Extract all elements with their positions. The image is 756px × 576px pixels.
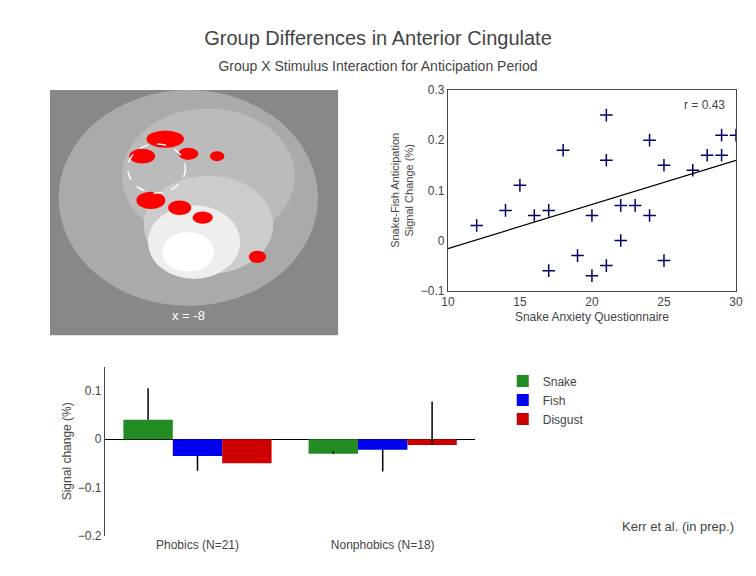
svg-text:15: 15: [513, 295, 527, 309]
svg-text:10: 10: [441, 295, 455, 309]
svg-text:25: 25: [657, 295, 671, 309]
svg-text:−0.1: −0.1: [78, 481, 102, 495]
svg-text:Group Differences in Anterior: Group Differences in Anterior Cingulate: [204, 27, 552, 49]
svg-text:Snake-Fish AnticipationSignal: Snake-Fish AnticipationSignal Change (%): [389, 133, 415, 248]
svg-text:0.1: 0.1: [428, 184, 445, 198]
svg-text:0: 0: [95, 432, 102, 446]
svg-text:−0.2: −0.2: [78, 529, 102, 543]
svg-text:x = -8: x = -8: [172, 308, 205, 323]
svg-text:−0.1: −0.1: [421, 284, 445, 298]
svg-text:Fish: Fish: [543, 394, 566, 408]
svg-text:0.2: 0.2: [428, 133, 445, 147]
svg-text:0.1: 0.1: [85, 384, 102, 398]
svg-text:Nonphobics (N=18): Nonphobics (N=18): [331, 538, 435, 552]
svg-text:Kerr et al. (in prep.): Kerr et al. (in prep.): [622, 519, 734, 534]
svg-text:30: 30: [729, 295, 743, 309]
svg-text:Signal change (%): Signal change (%): [60, 402, 74, 500]
svg-text:Group X Stimulus Interaction f: Group X Stimulus Interaction for Anticip…: [218, 58, 537, 74]
svg-text:Snake Anxiety Questionnaire: Snake Anxiety Questionnaire: [515, 310, 669, 324]
svg-text:Snake: Snake: [543, 375, 577, 389]
svg-text:Phobics (N=21): Phobics (N=21): [156, 538, 239, 552]
svg-text:0: 0: [438, 234, 445, 248]
svg-text:r = 0.43: r = 0.43: [684, 98, 725, 112]
svg-text:0.3: 0.3: [428, 83, 445, 97]
svg-text:20: 20: [585, 295, 599, 309]
svg-text:Disgust: Disgust: [543, 413, 584, 427]
